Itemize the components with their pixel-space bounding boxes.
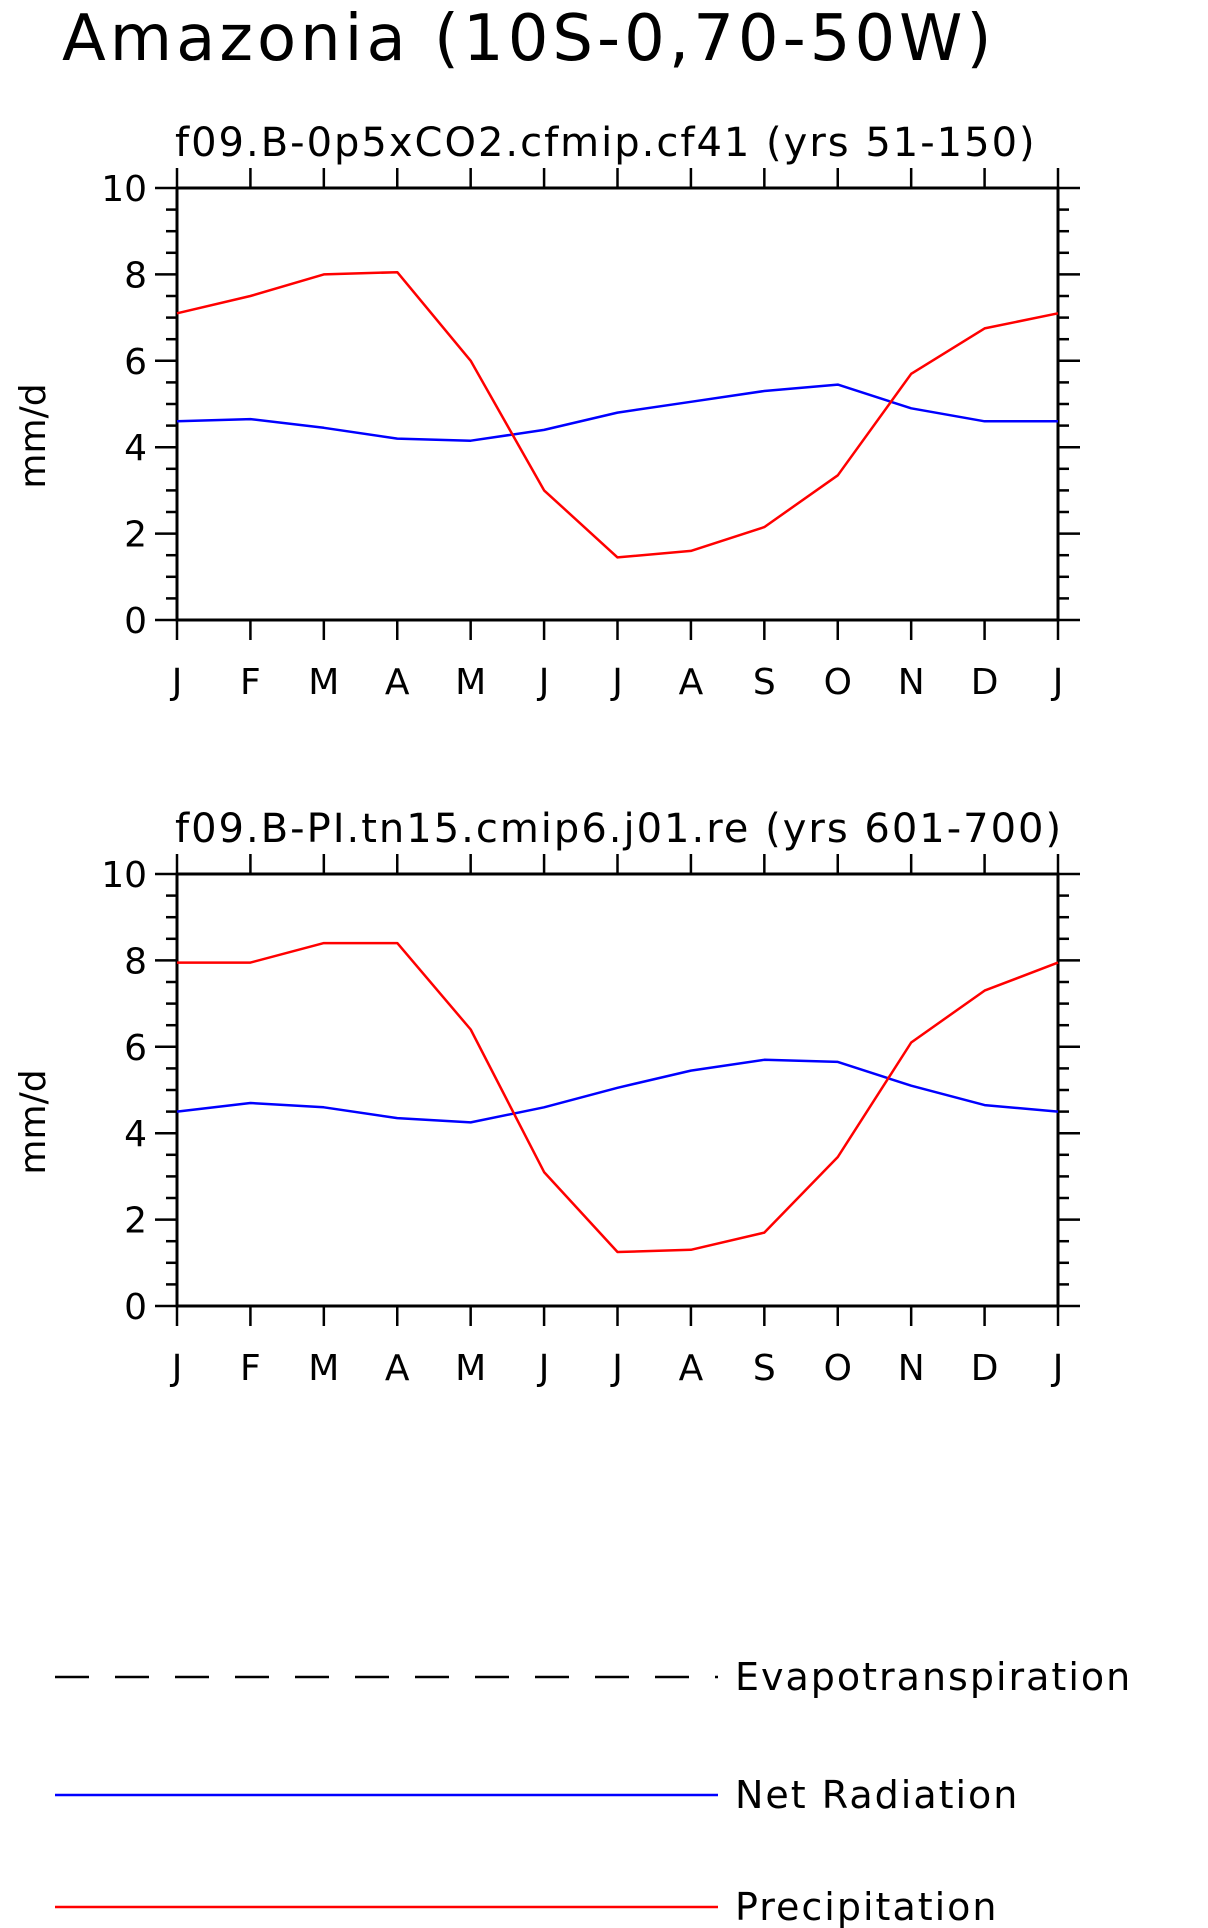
y-tick-label: 2: [124, 515, 147, 556]
y-tick-label: 4: [124, 428, 147, 469]
x-tick-label: D: [971, 1348, 999, 1389]
series-line-precipitation: [176, 270, 1059, 559]
legend-label: Net Radiation: [735, 1773, 1019, 1817]
x-tick-label: O: [824, 1348, 852, 1389]
y-tick-label: 0: [124, 1287, 147, 1328]
x-tick-label: J: [610, 1348, 623, 1389]
x-tick-label: A: [679, 1348, 704, 1389]
y-tick-label: 4: [124, 1114, 147, 1155]
x-tick-label: M: [308, 1348, 339, 1389]
y-tick-label: 8: [124, 255, 147, 296]
x-tick-label: O: [824, 662, 852, 703]
x-tick-label: A: [385, 662, 410, 703]
y-tick-label: 8: [124, 941, 147, 982]
y-tick-label: 0: [124, 601, 147, 642]
legend: Evapotranspiration Net Radiation Precipi…: [55, 1655, 1132, 1928]
y-tick-label: 6: [124, 1028, 147, 1069]
legend-label: Precipitation: [735, 1885, 999, 1928]
series-line-precipitation: [177, 941, 1059, 1254]
x-tick-label: F: [240, 662, 261, 703]
x-tick-label: M: [308, 662, 339, 703]
y-axis-label: mm/d: [13, 383, 54, 488]
x-tick-label: N: [898, 662, 925, 703]
x-tick-label: S: [753, 662, 776, 703]
y-tick-label: 6: [124, 342, 147, 383]
x-tick-label: J: [537, 1348, 550, 1389]
chart-panel-bottom: f09.B-PI.tn15.cmip6.j01.re (yrs 601-700)…: [13, 806, 1080, 1389]
y-tick-label: 10: [101, 855, 147, 896]
legend-item-net-radiation: Net Radiation: [55, 1773, 1019, 1817]
x-tick-label: J: [610, 662, 623, 703]
x-tick-label: J: [537, 662, 550, 703]
legend-item-precipitation: Precipitation: [55, 1885, 999, 1928]
legend-item-evapotranspiration: Evapotranspiration: [55, 1655, 1132, 1699]
series-line-net-radiation: [176, 1058, 1059, 1124]
x-tick-label: M: [455, 1348, 486, 1389]
y-tick-label: 10: [101, 169, 147, 210]
y-tick-label: 2: [124, 1201, 147, 1242]
x-tick-label: J: [1051, 662, 1064, 703]
x-tick-label: D: [971, 662, 999, 703]
x-tick-label: S: [753, 1348, 776, 1389]
x-tick-label: J: [1051, 1348, 1064, 1389]
x-tick-label: M: [455, 662, 486, 703]
legend-label: Evapotranspiration: [735, 1655, 1132, 1699]
x-tick-label: F: [240, 1348, 261, 1389]
x-tick-label: J: [170, 662, 183, 703]
y-axis-label: mm/d: [13, 1069, 54, 1174]
chart-subtitle: f09.B-0p5xCO2.cfmip.cf41 (yrs 51-150): [175, 120, 1037, 166]
plot-frame: [175, 186, 1060, 622]
figure-title: Amazonia (10S-0,70-50W): [62, 2, 995, 76]
x-tick-label: J: [170, 1348, 183, 1389]
chart-panel-top: f09.B-0p5xCO2.cfmip.cf41 (yrs 51-150) mm…: [13, 120, 1080, 703]
x-tick-label: A: [679, 662, 704, 703]
series-line-net-radiation: [176, 383, 1058, 442]
x-tick-label: N: [898, 1348, 925, 1389]
chart-subtitle: f09.B-PI.tn15.cmip6.j01.re (yrs 601-700): [175, 806, 1063, 852]
x-tick-label: A: [385, 1348, 410, 1389]
